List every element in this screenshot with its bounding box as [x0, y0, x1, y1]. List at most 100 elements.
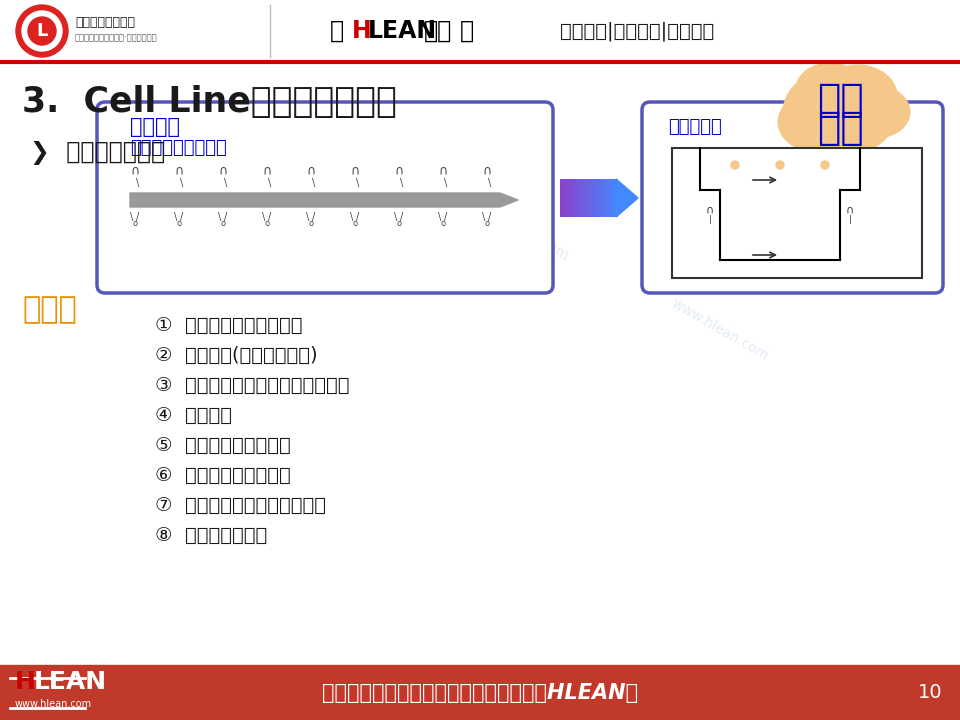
Polygon shape: [560, 179, 563, 217]
Polygon shape: [612, 179, 615, 217]
Text: \: \: [395, 212, 397, 222]
Polygon shape: [580, 179, 584, 217]
Text: o: o: [485, 218, 490, 228]
Text: |: |: [708, 215, 711, 225]
Text: \: \: [350, 212, 353, 222]
Polygon shape: [589, 179, 592, 217]
Polygon shape: [584, 179, 587, 217]
Polygon shape: [587, 179, 589, 217]
Circle shape: [778, 163, 792, 177]
Text: LEAN: LEAN: [34, 670, 108, 694]
Polygon shape: [604, 179, 607, 217]
Text: www.hlean.com: www.hlean.com: [469, 197, 571, 264]
Text: ①  生产排程的灵活性增强: ① 生产排程的灵活性增强: [155, 315, 302, 335]
Text: /: /: [489, 212, 492, 222]
Text: ⑦  减少因线不平衡带来的延误: ⑦ 减少因线不平衡带来的延误: [155, 495, 326, 515]
Text: \: \: [175, 212, 178, 222]
Circle shape: [22, 11, 62, 51]
Polygon shape: [563, 179, 565, 217]
Text: o: o: [221, 218, 226, 228]
Text: |: |: [849, 215, 852, 225]
Ellipse shape: [778, 92, 852, 152]
Text: \: \: [306, 212, 310, 222]
Text: \: \: [269, 178, 272, 188]
Text: \: \: [439, 212, 442, 222]
Text: o: o: [308, 218, 314, 228]
Text: www.hlean.com: www.hlean.com: [669, 297, 771, 364]
Text: $\cap$: $\cap$: [218, 166, 228, 179]
Polygon shape: [615, 179, 618, 217]
Text: \: \: [444, 178, 447, 188]
Text: \: \: [131, 212, 133, 222]
Text: 从左: 从左: [817, 81, 863, 119]
Circle shape: [821, 161, 829, 169]
Polygon shape: [595, 179, 598, 217]
Text: \: \: [482, 212, 486, 222]
Text: 【: 【: [330, 19, 344, 43]
Text: o: o: [441, 218, 445, 228]
Polygon shape: [565, 179, 568, 217]
Text: \: \: [489, 178, 492, 188]
Circle shape: [731, 161, 739, 169]
Text: 做行业标杆，找精弘益；要幸福高效，用HLEAN！: 做行业标杆，找精弘益；要幸福高效，用HLEAN！: [322, 683, 638, 703]
Text: H: H: [352, 19, 372, 43]
Text: /: /: [225, 212, 228, 222]
Text: ③  作业员之间的沟通更容易、有效: ③ 作业员之间的沟通更容易、有效: [155, 376, 349, 395]
Text: ④  品质提升: ④ 品质提升: [155, 405, 232, 425]
Text: H: H: [15, 670, 36, 694]
Text: $\cap$: $\cap$: [350, 166, 360, 179]
Circle shape: [791, 146, 809, 164]
Circle shape: [16, 5, 68, 57]
FancyArrow shape: [130, 193, 518, 207]
Text: \: \: [312, 178, 316, 188]
Ellipse shape: [795, 63, 865, 117]
Text: $\cap$: $\cap$: [438, 166, 447, 179]
Text: /: /: [180, 212, 183, 222]
Text: $\cap$: $\cap$: [306, 166, 316, 179]
FancyBboxPatch shape: [642, 102, 943, 293]
Text: o: o: [264, 218, 270, 228]
Text: /: /: [269, 212, 272, 222]
Text: ⑥  减少制程中的工作量: ⑥ 减少制程中的工作量: [155, 466, 291, 485]
Text: /: /: [312, 212, 316, 222]
Circle shape: [776, 161, 784, 169]
Text: ∩: ∩: [846, 205, 854, 215]
Text: $\cap$: $\cap$: [482, 166, 492, 179]
Text: 3.  Cell Line的基本布线规则: 3. Cell Line的基本布线规则: [22, 85, 396, 119]
Text: \: \: [262, 212, 266, 222]
Text: 10: 10: [918, 683, 943, 703]
Text: ❯  站立、从左往右: ❯ 站立、从左往右: [30, 141, 165, 165]
Text: \: \: [400, 178, 403, 188]
Ellipse shape: [818, 65, 898, 130]
Text: www.hlean.com: www.hlean.com: [15, 699, 92, 709]
Text: ⑤  制程的前置时间改善: ⑤ 制程的前置时间改善: [155, 436, 291, 454]
FancyBboxPatch shape: [97, 102, 553, 293]
Polygon shape: [616, 179, 638, 217]
Bar: [0, 0, 960, 62]
Text: L: L: [36, 22, 48, 40]
Text: /: /: [400, 212, 403, 222]
Text: \: \: [225, 178, 228, 188]
Text: $\cap$: $\cap$: [174, 166, 183, 179]
Text: 精益生产促进中心: 精益生产促进中心: [75, 17, 135, 30]
Text: /: /: [444, 212, 447, 222]
Text: \: \: [136, 178, 139, 188]
Circle shape: [767, 178, 777, 188]
Text: /: /: [136, 212, 139, 222]
Text: $\cap$: $\cap$: [131, 166, 140, 179]
Text: $\cap$: $\cap$: [395, 166, 404, 179]
Text: ∩: ∩: [706, 205, 714, 215]
Text: 精益生产|智能制造|管理前沿: 精益生产|智能制造|管理前沿: [560, 22, 714, 41]
Text: o: o: [352, 218, 357, 228]
Text: /: /: [356, 212, 360, 222]
Polygon shape: [574, 179, 577, 217]
Text: 】: 】: [460, 19, 474, 43]
Polygon shape: [610, 179, 612, 217]
Text: 中国先进精益管理体系·智能制造系统: 中国先进精益管理体系·智能制造系统: [75, 34, 157, 42]
Text: o: o: [177, 218, 181, 228]
Polygon shape: [592, 179, 595, 217]
Text: \: \: [356, 178, 360, 188]
Text: 优点：: 优点：: [22, 295, 77, 325]
Text: \: \: [218, 212, 222, 222]
Ellipse shape: [846, 86, 910, 138]
